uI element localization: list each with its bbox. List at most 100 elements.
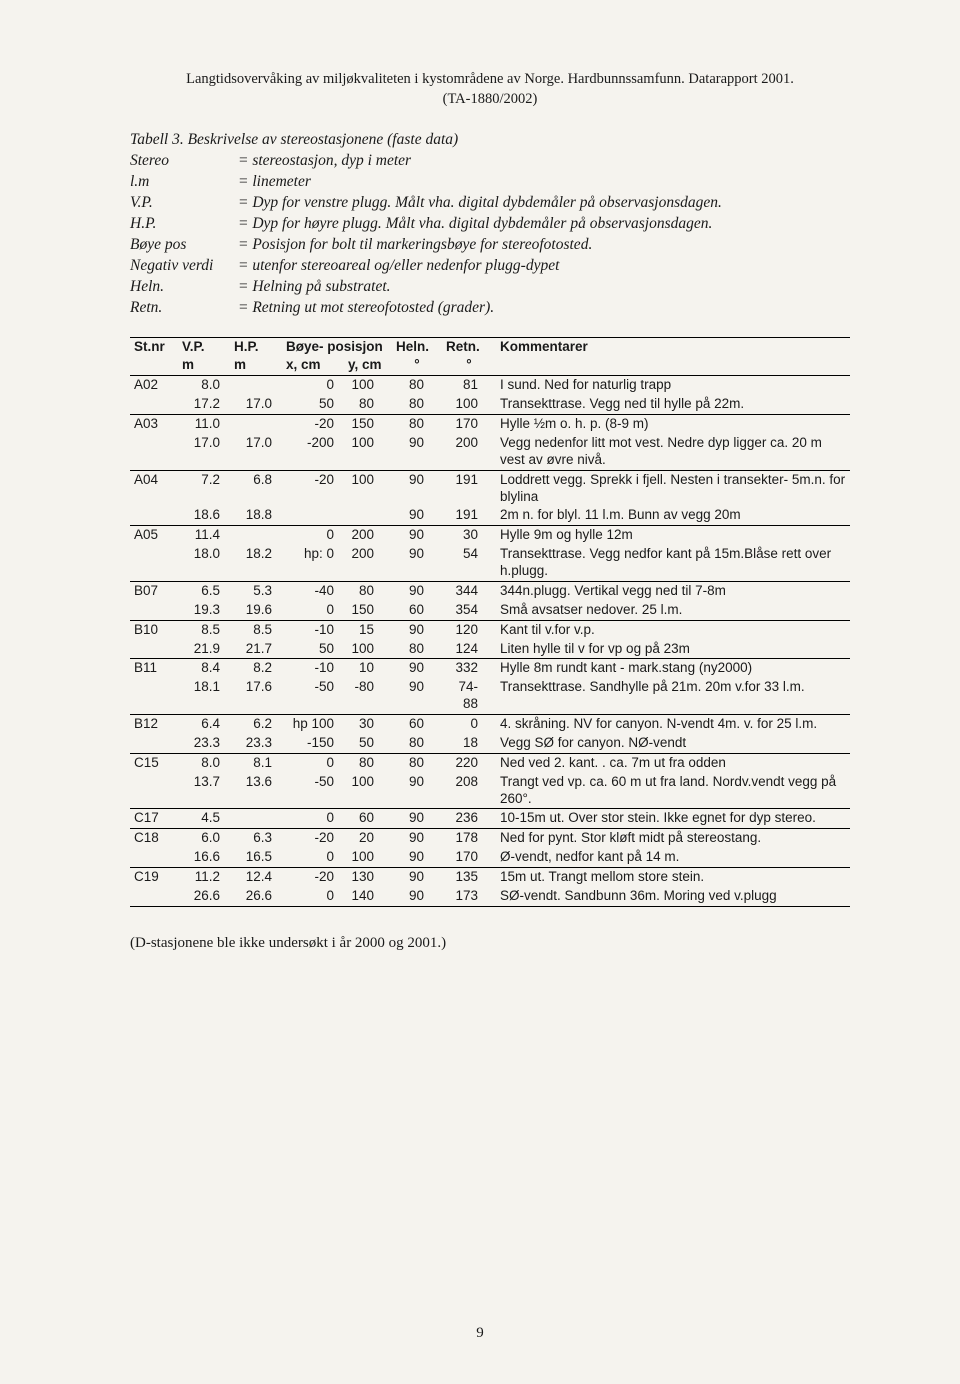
cell-boye-x	[282, 506, 344, 525]
cell-boye-x: 0	[282, 809, 344, 829]
cell-boye-y: 200	[344, 526, 392, 545]
cell-hp	[230, 415, 282, 434]
cell-boye-x: 50	[282, 395, 344, 414]
col-sub-hp: m	[230, 356, 282, 375]
cell-boye-x: -20	[282, 868, 344, 887]
cell-heln: 90	[392, 545, 442, 581]
definition-value: = stereostasjon, dyp i meter	[238, 151, 411, 172]
table-row: C174.50609023610-15m ut. Over stor stein…	[130, 809, 850, 829]
cell-kommentar: 344n.plugg. Vertikal vegg ned til 7-8m	[496, 581, 850, 600]
cell-vp: 7.2	[178, 470, 230, 506]
definition-row: Negativ verdi= utenfor stereoareal og/el…	[130, 256, 850, 277]
cell-boye-x: 0	[282, 887, 344, 906]
definition-term: Stereo	[130, 151, 238, 172]
cell-heln: 60	[392, 601, 442, 620]
definition-value: = Dyp for venstre plugg. Målt vha. digit…	[238, 193, 722, 214]
col-vp: V.P.	[178, 337, 230, 356]
col-sub-by: y, cm	[344, 356, 392, 375]
cell-retn: 332	[442, 659, 496, 678]
col-sub-vp: m	[178, 356, 230, 375]
cell-retn: 170	[442, 848, 496, 867]
cell-heln: 90	[392, 809, 442, 829]
cell-stnr	[130, 395, 178, 414]
cell-stnr: B10	[130, 620, 178, 639]
cell-kommentar: Ø-vendt, nedfor kant på 14 m.	[496, 848, 850, 867]
table-row: 19.319.6015060354Små avsatser nedover. 2…	[130, 601, 850, 620]
cell-boye-y: 150	[344, 601, 392, 620]
cell-stnr: B07	[130, 581, 178, 600]
definition-row: H.P.= Dyp for høyre plugg. Målt vha. dig…	[130, 214, 850, 235]
cell-retn: 173	[442, 887, 496, 906]
cell-retn: 81	[442, 376, 496, 395]
cell-boye-y: 140	[344, 887, 392, 906]
table-row: B126.46.2hp 100306004. skråning. NV for …	[130, 715, 850, 734]
definition-row: Stereo= stereostasjon, dyp i meter	[130, 151, 850, 172]
cell-vp: 8.5	[178, 620, 230, 639]
cell-boye-y: 50	[344, 734, 392, 753]
cell-stnr: B11	[130, 659, 178, 678]
col-retn: Retn.	[442, 337, 496, 356]
cell-kommentar: Ned ved 2. kant. . ca. 7m ut fra odden	[496, 753, 850, 772]
stereo-stations-table: St.nr V.P. H.P. Bøye- posisjon Heln. Ret…	[130, 337, 850, 907]
table-row: A047.26.8-2010090191Loddrett vegg. Sprek…	[130, 470, 850, 506]
cell-heln: 90	[392, 434, 442, 470]
cell-kommentar: 15m ut. Trangt mellom store stein.	[496, 868, 850, 887]
cell-boye-y: 20	[344, 829, 392, 848]
cell-heln: 90	[392, 470, 442, 506]
cell-boye-y: 80	[344, 753, 392, 772]
cell-stnr: A03	[130, 415, 178, 434]
cell-vp: 11.0	[178, 415, 230, 434]
cell-retn: 354	[442, 601, 496, 620]
cell-retn: 120	[442, 620, 496, 639]
cell-kommentar: Transekttrase. Vegg nedfor kant på 15m.B…	[496, 545, 850, 581]
cell-stnr	[130, 887, 178, 906]
cell-retn: 100	[442, 395, 496, 414]
cell-retn: 54	[442, 545, 496, 581]
cell-heln: 90	[392, 829, 442, 848]
cell-stnr	[130, 506, 178, 525]
cell-boye-x: 50	[282, 640, 344, 659]
table-header-row-1: St.nr V.P. H.P. Bøye- posisjon Heln. Ret…	[130, 337, 850, 356]
cell-hp: 6.8	[230, 470, 282, 506]
cell-vp: 23.3	[178, 734, 230, 753]
cell-hp: 8.1	[230, 753, 282, 772]
cell-kommentar: Hylle 9m og hylle 12m	[496, 526, 850, 545]
cell-hp: 26.6	[230, 887, 282, 906]
table-row: C1911.212.4-201309013515m ut. Trangt mel…	[130, 868, 850, 887]
definition-value: = linemeter	[238, 172, 311, 193]
cell-boye-y: 100	[344, 640, 392, 659]
cell-retn: 0	[442, 715, 496, 734]
table-row: 17.217.0508080100Transekttrase. Vegg ned…	[130, 395, 850, 414]
header-line-1: Langtidsovervåking av miljøkvaliteten i …	[186, 71, 794, 87]
cell-boye-y: 130	[344, 868, 392, 887]
cell-stnr	[130, 434, 178, 470]
cell-hp: 8.2	[230, 659, 282, 678]
cell-vp: 17.2	[178, 395, 230, 414]
cell-kommentar: Små avsatser nedover. 25 l.m.	[496, 601, 850, 620]
cell-kommentar: Hylle 8m rundt kant - mark.stang (ny2000…	[496, 659, 850, 678]
cell-retn: 135	[442, 868, 496, 887]
cell-vp: 8.4	[178, 659, 230, 678]
col-heln: Heln.	[392, 337, 442, 356]
cell-hp	[230, 809, 282, 829]
cell-kommentar: SØ-vendt. Sandbunn 36m. Moring ved v.plu…	[496, 887, 850, 906]
cell-stnr: B12	[130, 715, 178, 734]
cell-boye-y: 200	[344, 545, 392, 581]
cell-vp: 13.7	[178, 773, 230, 809]
definition-term: H.P.	[130, 214, 238, 235]
cell-vp: 11.2	[178, 868, 230, 887]
col-sub-retn: °	[442, 356, 496, 375]
cell-heln: 90	[392, 868, 442, 887]
cell-boye-y: 15	[344, 620, 392, 639]
col-stnr: St.nr	[130, 337, 178, 356]
definition-row: V.P.= Dyp for venstre plugg. Målt vha. d…	[130, 193, 850, 214]
cell-boye-y: 100	[344, 376, 392, 395]
definition-row: Heln.= Helning på substratet.	[130, 277, 850, 298]
cell-retn: 208	[442, 773, 496, 809]
cell-boye-x: -20	[282, 470, 344, 506]
cell-hp: 17.6	[230, 678, 282, 714]
document-page: Langtidsovervåking av miljøkvaliteten i …	[0, 0, 960, 1384]
table-row: B108.58.5-101590120Kant til v.for v.p.	[130, 620, 850, 639]
cell-boye-y: 80	[344, 581, 392, 600]
table-row: 18.018.2hp: 02009054Transekttrase. Vegg …	[130, 545, 850, 581]
